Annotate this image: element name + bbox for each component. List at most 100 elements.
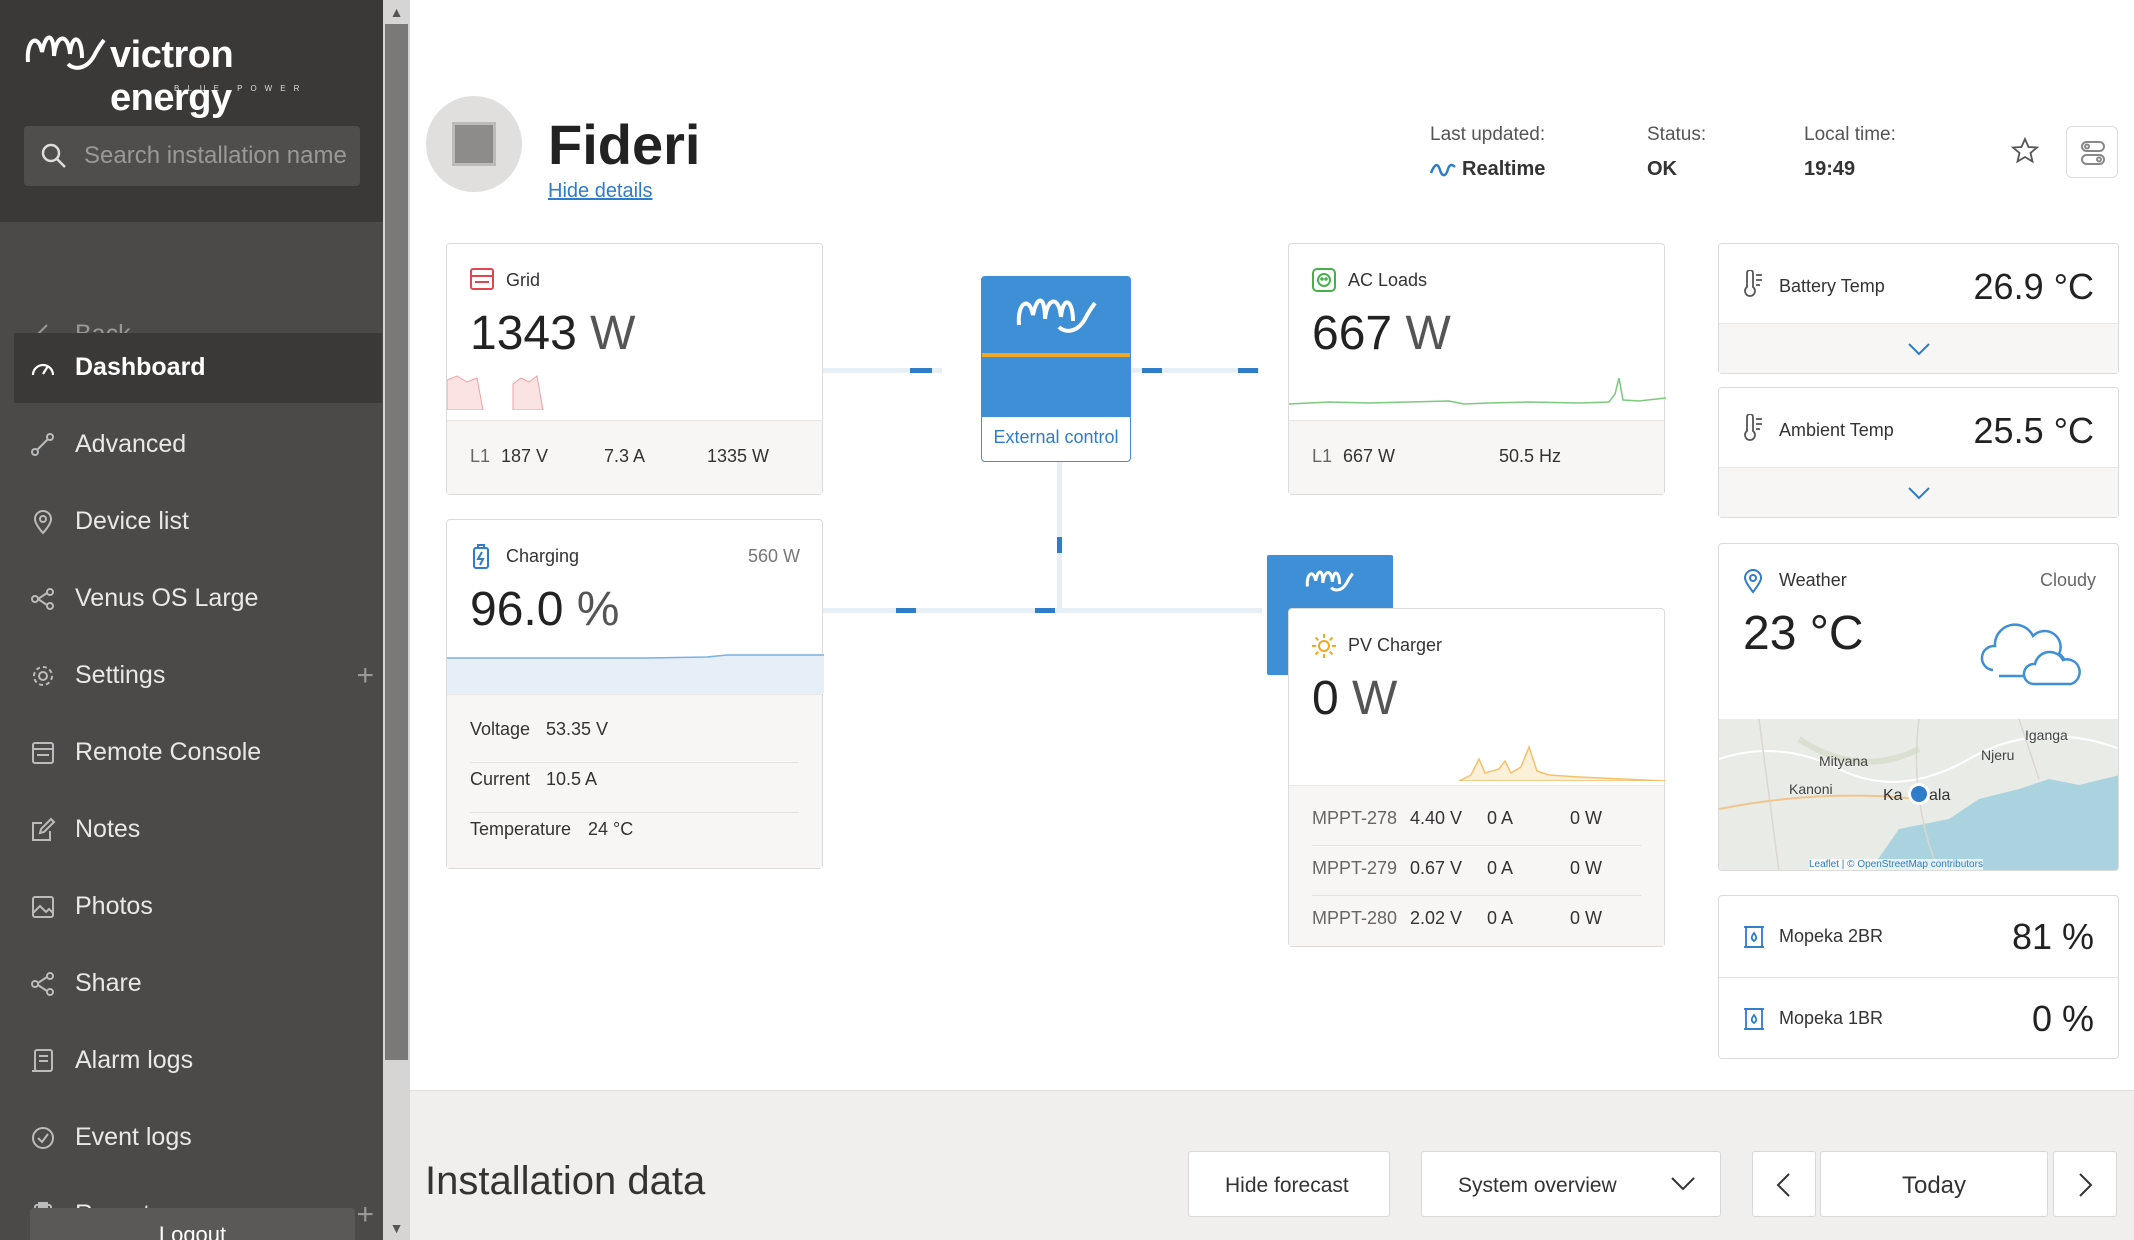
sidebar-item-venus-os-large[interactable]: Venus OS Large (14, 564, 382, 634)
sidebar-item-alarm-logs[interactable]: Alarm logs (14, 1026, 382, 1096)
battery-current: 10.5 A (546, 769, 598, 789)
sidebar-item-notes[interactable]: Notes (14, 795, 382, 865)
chevron-down-icon[interactable] (1907, 486, 1931, 500)
local-time-value: 19:49 (1804, 158, 1856, 180)
map-place: ala (1929, 787, 1951, 804)
mppt-power: 0 W (1570, 858, 1603, 878)
map-tiles (1719, 718, 2118, 870)
battery-temperature-row: Temperature 24 °C (470, 819, 799, 863)
sidebar-item-label: Device list (75, 507, 189, 535)
battery-temperature: 24 °C (588, 819, 634, 839)
mppt-name: MPPT-280 (1312, 908, 1398, 928)
mppt-voltage: 4.40 V (1410, 808, 1463, 828)
last-updated-value: Realtime (1429, 158, 1546, 181)
view-select[interactable]: System overview (1421, 1151, 1721, 1217)
view-select-value: System overview (1458, 1174, 1617, 1197)
sidebar-item-device-list[interactable]: Device list (14, 487, 382, 557)
ac-loads-card[interactable]: AC Loads 667 W L1 667 W 50.5 Hz (1288, 243, 1666, 495)
sidebar-item-label: Notes (75, 815, 141, 843)
search-input[interactable] (84, 140, 352, 172)
battery-charging-icon (473, 544, 489, 569)
location-pin-icon (33, 510, 53, 535)
grid-sparkline (447, 375, 544, 410)
sidebar-item-label: Event logs (75, 1123, 192, 1151)
map-attribution[interactable]: Leaflet | © OpenStreetMap contributors (1809, 859, 1983, 870)
sidebar-item-label: Venus OS Large (75, 584, 259, 612)
victron-logo-icon (1305, 570, 1354, 592)
battery-temp-expand[interactable] (1719, 323, 2118, 373)
grid-power: 1335 W (707, 446, 770, 466)
favorite-star-icon[interactable] (2010, 136, 2040, 166)
victron-logo[interactable]: victron energy BLUE POWER (24, 28, 324, 119)
pv-sparkline (1458, 744, 1666, 781)
sidebar-item-advanced[interactable]: Advanced (14, 410, 382, 480)
inverter-label: External control (993, 427, 1119, 447)
graph-icon (31, 433, 54, 456)
weather-map[interactable]: Iganga Mityana Njeru Kanoni Ka ala Leafl… (1719, 718, 2118, 870)
sidebar-item-settings[interactable]: Settings + (14, 641, 382, 711)
tank-icon (1744, 1008, 1764, 1030)
date-label: Today (1901, 1172, 1967, 1199)
tank-row[interactable]: Mopeka 2BR 81 % (1719, 896, 2118, 978)
grid-title: Grid (506, 270, 541, 290)
sidebar-item-label: Settings (75, 661, 166, 689)
hide-forecast-button[interactable]: Hide forecast (1188, 1151, 1390, 1217)
flow-dot (910, 368, 932, 373)
weather-label: Weather (1779, 570, 1847, 590)
battery-soc: 96.0 % (470, 582, 619, 637)
ambient-temp-expand[interactable] (1719, 467, 2118, 517)
weather-card[interactable]: Weather Cloudy 23 °C Iganga Mityana Njer… (1718, 543, 2119, 871)
ac-loads-phase: L1 (1312, 446, 1333, 466)
inverter-box[interactable]: External control (981, 276, 1131, 462)
map-place: Mityana (1819, 753, 1869, 769)
grid-current: 7.3 A (604, 446, 646, 466)
cloud-icon (1980, 623, 2081, 686)
battery-voltage-row: Voltage 53.35 V (470, 719, 799, 763)
date-button[interactable]: Today (1820, 1151, 2048, 1217)
sidebar-item-dashboard[interactable]: Dashboard (14, 333, 382, 403)
sidebar-item-photos[interactable]: Photos (14, 872, 382, 942)
search-box[interactable] (24, 126, 360, 186)
expand-plus-icon[interactable]: + (356, 659, 374, 692)
flow-line-loads (1132, 368, 1259, 373)
grid-card[interactable]: Grid 1343 W L1 187 V 7.3 A 1335 W (446, 243, 823, 495)
last-updated-text: Realtime (1462, 158, 1546, 180)
hide-details-link[interactable]: Hide details (548, 180, 653, 202)
pv-charger-card[interactable]: PV Charger 0 W MPPT-278 4.40 V 0 A 0 W M… (1288, 608, 1666, 947)
local-time: Local time: 19:49 (1804, 124, 1896, 181)
map-place: Kanoni (1789, 781, 1833, 797)
previous-date-button[interactable] (1752, 1151, 1816, 1217)
sidebar-scroll-thumb[interactable] (385, 24, 408, 1060)
grid-phase: L1 (470, 446, 491, 466)
battery-sparkline (447, 654, 824, 694)
chevron-right-icon (2079, 1173, 2093, 1197)
next-date-button[interactable] (2053, 1151, 2117, 1217)
sidebar-item-remote-console[interactable]: Remote Console (14, 718, 382, 788)
tanks-card[interactable]: Mopeka 2BR 81 % Mopeka 1BR 0 % (1718, 895, 2119, 1059)
scroll-down-icon[interactable]: ▼ (389, 1220, 404, 1236)
sidebar-item-share[interactable]: Share (14, 949, 382, 1019)
scroll-up-icon[interactable]: ▲ (389, 4, 404, 20)
sidebar-item-event-logs[interactable]: Event logs (14, 1103, 382, 1173)
pv-unit: W (1352, 672, 1398, 725)
inverter-top (982, 277, 1130, 353)
tank-row[interactable]: Mopeka 1BR 0 % (1719, 978, 2118, 1060)
battery-soc-number: 96.0 (470, 583, 564, 636)
battery-card[interactable]: Charging 560 W 96.0 % Voltage 53.35 V Cu… (446, 519, 824, 869)
sidebar-item-label: Share (75, 969, 142, 997)
logout-button[interactable]: Logout (30, 1208, 355, 1240)
status: Status: OK (1647, 124, 1706, 181)
brand-name: victron energy (110, 34, 234, 119)
ac-loads-power: 667 W (1343, 446, 1396, 466)
battery-footer: Voltage 53.35 V Current 10.5 A Temperatu… (447, 694, 822, 868)
ambient-temp-card[interactable]: Ambient Temp 25.5 °C (1718, 387, 2119, 518)
battery-temp-card[interactable]: Battery Temp 26.9 °C (1718, 243, 2119, 374)
sidebar-item-label: Advanced (75, 430, 187, 458)
ac-loads-frequency: 50.5 Hz (1499, 446, 1562, 466)
realtime-wave-icon (1429, 163, 1456, 177)
expand-plus-icon[interactable]: + (356, 1198, 374, 1231)
sidebar-header: victron energy BLUE POWER (0, 0, 383, 222)
status-label: Status: (1647, 124, 1707, 145)
layout-toggle-button[interactable] (2066, 126, 2118, 178)
chevron-down-icon[interactable] (1907, 342, 1931, 356)
